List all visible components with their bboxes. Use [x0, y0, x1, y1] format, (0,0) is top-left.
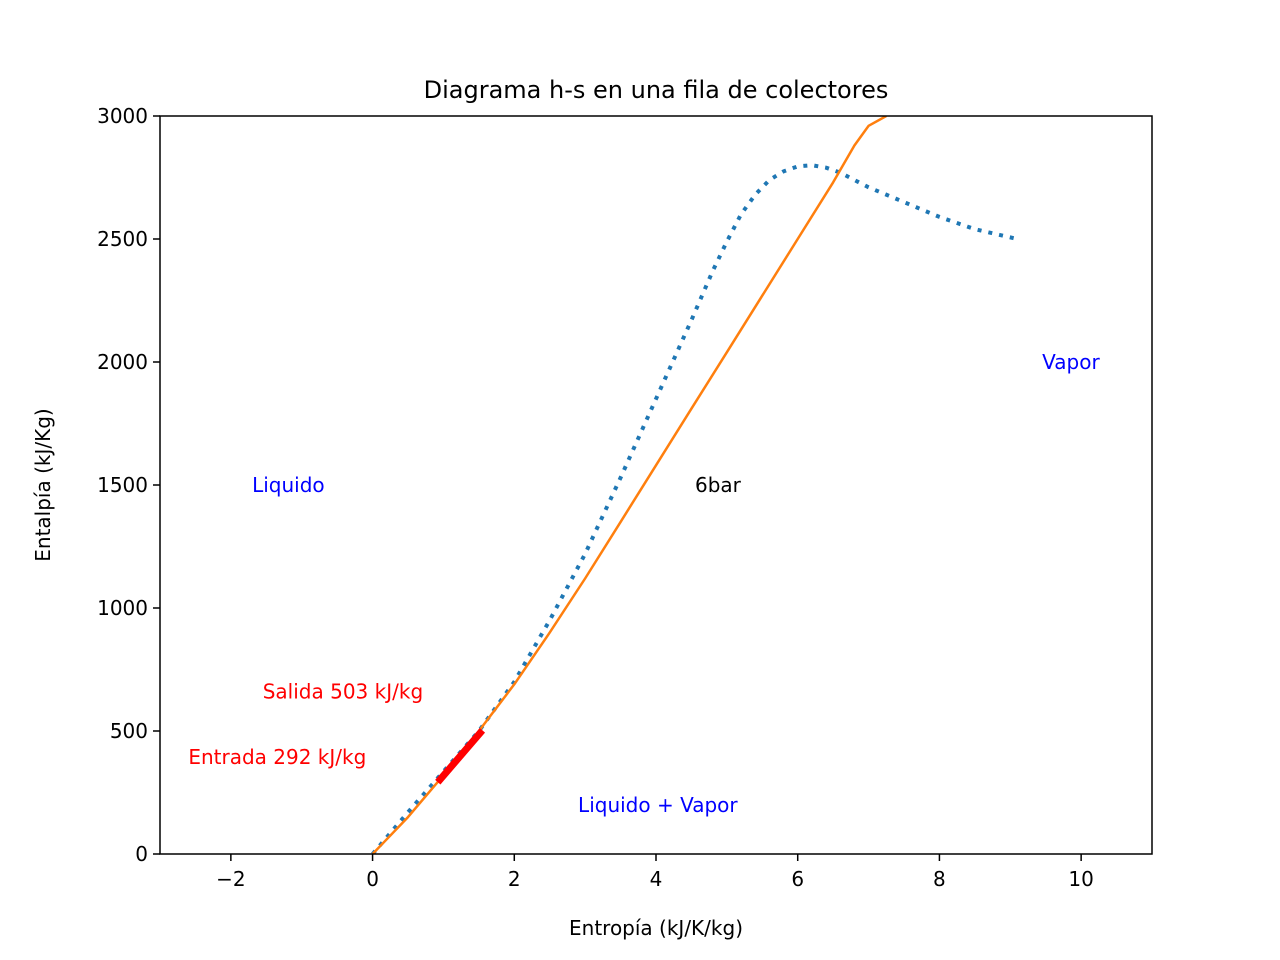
collector-segment [435, 728, 486, 785]
y-tick-label: 1000 [97, 596, 148, 620]
chart-annotation: Vapor [1042, 350, 1100, 374]
x-tick-label: 6 [791, 867, 804, 891]
chart-title: Diagrama h-s en una fila de colectores [424, 76, 889, 104]
x-axis: −2 0 2 4 6 8 10 [216, 854, 1094, 891]
x-tick-label: 10 [1068, 867, 1093, 891]
chart-annotation: Liquido + Vapor [578, 793, 738, 817]
y-tick-label: 500 [110, 719, 148, 743]
chart-annotation: Entrada 292 kJ/kg [188, 745, 366, 769]
saturation-curve-dotted [371, 163, 1018, 854]
y-tick-label: 2500 [97, 227, 148, 251]
chart-annotation: Liquido [252, 473, 325, 497]
annotations: Liquido 6bar Vapor Liquido + Vapor Salida 50… [188, 350, 1100, 817]
y-tick-label: 0 [135, 842, 148, 866]
x-tick-label: 2 [508, 867, 521, 891]
y-axis-label: Entalpía (kJ/Kg) [31, 408, 55, 561]
x-tick-label: 0 [366, 867, 379, 891]
y-axis: 0 500 1000 1500 2000 2500 3000 [97, 104, 160, 866]
x-tick-label: 8 [933, 867, 946, 891]
y-tick-label: 3000 [97, 104, 148, 128]
plot-lines [371, 116, 1018, 854]
chart-annotation: 6bar [695, 473, 742, 497]
x-tick-label: −2 [216, 867, 245, 891]
x-tick-label: 4 [650, 867, 663, 891]
chart-annotation: Salida 503 kJ/kg [263, 680, 423, 704]
y-tick-label: 1500 [97, 473, 148, 497]
x-axis-label: Entropía (kJ/K/kg) [569, 916, 743, 940]
y-tick-label: 2000 [97, 350, 148, 374]
